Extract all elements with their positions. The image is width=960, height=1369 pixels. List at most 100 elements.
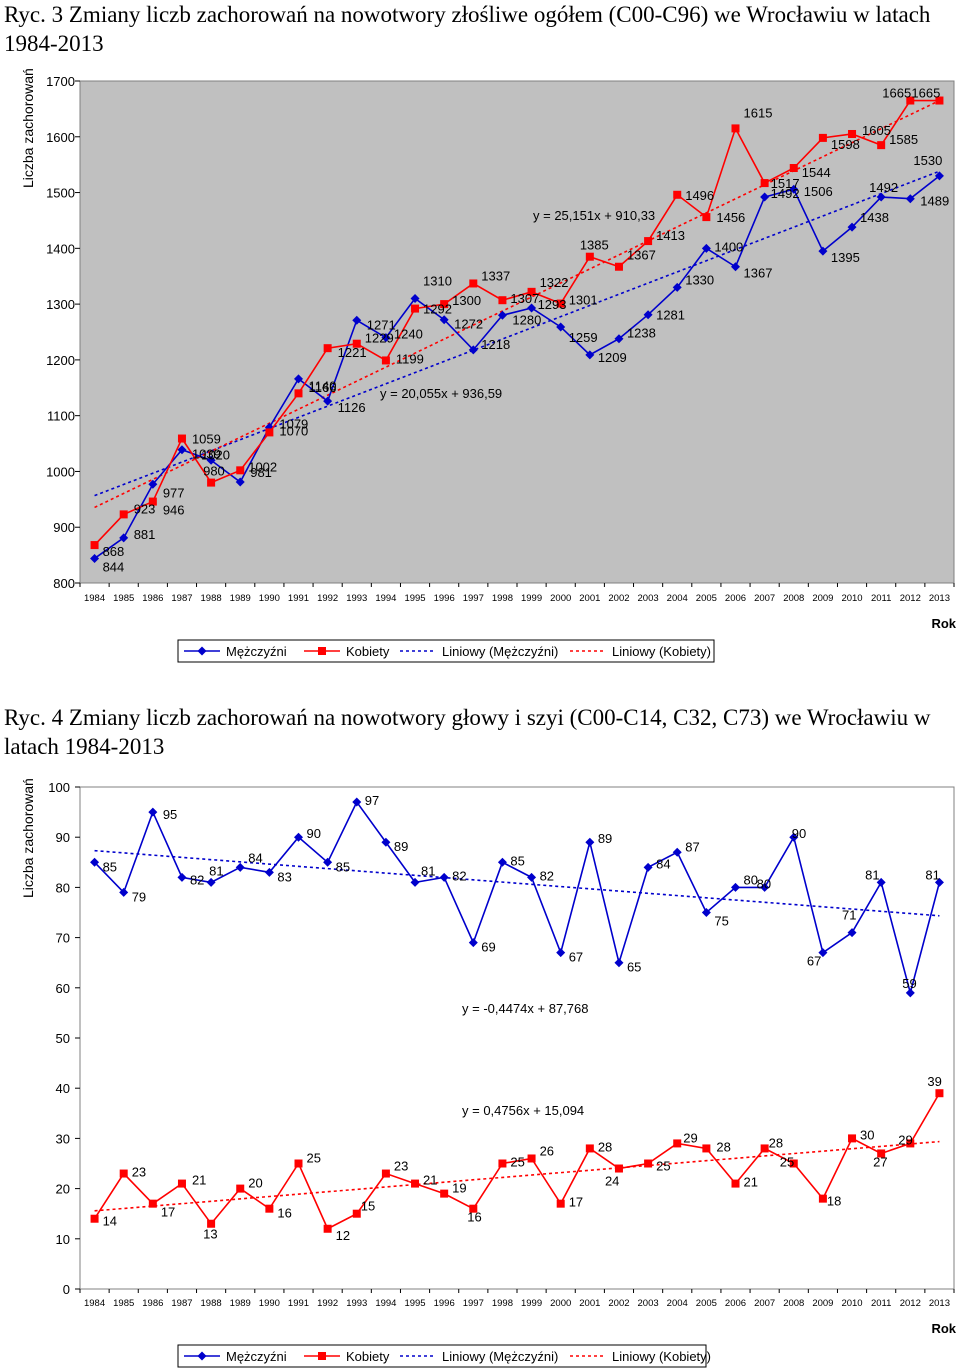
chart2-data-label: 25 — [780, 1155, 794, 1170]
chart2-x-tick-label: 1989 — [230, 1298, 251, 1309]
chart1-data-label: 1272 — [454, 317, 483, 332]
chart1-data-label: 977 — [163, 485, 185, 500]
chart1-data-label: 981 — [250, 465, 272, 480]
chart2-x-tick-label: 2007 — [754, 1298, 775, 1309]
chart1-data-label: 1438 — [860, 210, 889, 225]
chart2-data-label: 29 — [683, 1130, 697, 1145]
chart1-x-tick-label: 1988 — [201, 593, 222, 604]
chart1-data-label: 1492 — [771, 186, 800, 201]
chart2-data-label: 82 — [190, 872, 204, 887]
chart2-data-label: 81 — [865, 867, 879, 882]
chart1-y-tick-label: 800 — [53, 576, 75, 591]
chart1-point-marker — [876, 192, 886, 202]
chart2-data-label: 97 — [365, 793, 379, 808]
chart1-data-label: 946 — [163, 503, 185, 518]
chart2-data-label: 28 — [769, 1135, 783, 1150]
chart2-trend-equation: y = 0,4756x + 15,094 — [462, 1103, 584, 1118]
chart1-point-marker — [235, 477, 245, 487]
chart1-x-tick-label: 1997 — [463, 593, 484, 604]
chart2-point-marker — [90, 857, 100, 867]
chart-1-caption: Ryc. 3 Zmiany liczb zachorowań na nowotw… — [4, 2, 931, 56]
chart2-x-tick-label: 1997 — [463, 1298, 484, 1309]
chart2-data-label: 81 — [209, 863, 223, 878]
chart1-data-label: 1598 — [831, 137, 860, 152]
chart2-point-marker — [760, 882, 770, 892]
chart1-data-label: 868 — [103, 544, 125, 559]
chart2-point-marker — [148, 807, 158, 817]
chart1-data-label: 1544 — [802, 165, 831, 180]
chart1-point-marker — [410, 294, 420, 304]
chart1-data-label: 844 — [103, 559, 125, 574]
chart1-y-tick-label: 1600 — [46, 130, 75, 145]
chart1-point-marker — [411, 304, 420, 313]
chart1-point-marker — [323, 396, 333, 406]
chart2-y-tick-label: 30 — [56, 1131, 70, 1146]
chart2-y-tick-label: 60 — [56, 981, 70, 996]
chart-1: 800 900 1000 1100 1200 1300 1400 1500 1600 1700 19… — [46, 74, 957, 663]
chart1-data-label: 1002 — [248, 459, 277, 474]
chart1-x-tick-label: 1985 — [113, 593, 134, 604]
chart2-point-marker — [731, 882, 740, 892]
chart1-data-label: 1218 — [481, 337, 510, 352]
chart1-point-marker — [498, 296, 507, 305]
chart1-point-marker — [760, 192, 770, 202]
chart2-data-label: 19 — [452, 1181, 466, 1196]
chart1-legend-marker — [318, 647, 326, 655]
chart1-x-tick-label: 2005 — [696, 593, 717, 604]
chart1-series-line — [93, 99, 940, 546]
chart2-data-label: 67 — [569, 950, 583, 965]
chart2-legend-marker — [197, 1351, 207, 1361]
chart2-y-tick-label: 100 — [48, 780, 70, 795]
chart1-data-label: 1337 — [481, 268, 510, 283]
chart1-point-marker — [644, 237, 653, 246]
chart2-data-label: 59 — [902, 976, 916, 991]
chart1-x-tick-label: 2010 — [841, 593, 862, 604]
chart2-data-label: 85 — [103, 859, 117, 874]
chart1-x-tick-label: 2012 — [900, 593, 921, 604]
chart1-data-label: 1259 — [569, 330, 598, 345]
chart2-data-label: 29 — [898, 1132, 912, 1147]
chart1-x-tick-label: 2013 — [929, 593, 950, 604]
chart1-data-label: 1395 — [831, 250, 860, 265]
chart2-data-label: 24 — [605, 1174, 619, 1189]
chart2-data-label: 75 — [714, 914, 728, 929]
chart1-y-tick-label: 1200 — [46, 353, 75, 368]
chart1-data-label: 1221 — [338, 345, 367, 360]
chart1-point-marker — [905, 194, 915, 204]
chart2-data-label: 81 — [925, 867, 939, 882]
chart2-data-label: 82 — [452, 868, 466, 883]
chart1-data-label: 1070 — [279, 423, 308, 438]
chart1-point-marker — [614, 262, 623, 271]
chart2-point-marker — [527, 1154, 536, 1163]
chart2-point-marker — [323, 1224, 332, 1233]
chart1-x-tick-label: 1989 — [230, 593, 251, 604]
chart1-data-label: 1166 — [309, 380, 337, 395]
chart1-data-label: 1292 — [423, 302, 452, 317]
chart2-y-tick-label: 0 — [63, 1282, 70, 1297]
chart1-y-tick-label: 900 — [53, 520, 75, 535]
chart2-data-label: 39 — [927, 1074, 941, 1089]
chart1-point-marker — [177, 434, 186, 443]
chart2-point-marker — [294, 832, 303, 842]
chart1-x-tick-label: 1984 — [84, 593, 105, 604]
chart1-point-marker — [847, 222, 857, 232]
chart1-point-marker — [527, 303, 537, 313]
chart2-legend — [177, 1344, 707, 1368]
chart2-point-marker — [381, 1169, 390, 1178]
chart2-data-label: 67 — [807, 954, 821, 969]
chart1-legend-marker — [197, 646, 207, 656]
chart1-point-marker — [643, 310, 653, 320]
chart2-point-marker — [497, 857, 507, 867]
chart1-x-tick-label: 1994 — [375, 593, 396, 604]
chart2-legend-label: Kobiety — [346, 1349, 390, 1364]
chart2-y-tick-label: 40 — [56, 1081, 70, 1096]
chart1-data-label: 1238 — [627, 326, 656, 341]
chart1-data-label: 1400 — [714, 239, 743, 254]
chart1-data-label: 1307 — [510, 291, 539, 306]
chart1-data-label: 1126 — [338, 400, 366, 415]
chart2-x-tick-label: 1985 — [113, 1298, 134, 1309]
chart1-data-label: 1367 — [744, 266, 773, 281]
chart2-x-tick-label: 2012 — [900, 1298, 921, 1309]
chart1-x-tick-label: 1992 — [317, 593, 338, 604]
chart1-y-tick-label: 1000 — [46, 464, 75, 479]
